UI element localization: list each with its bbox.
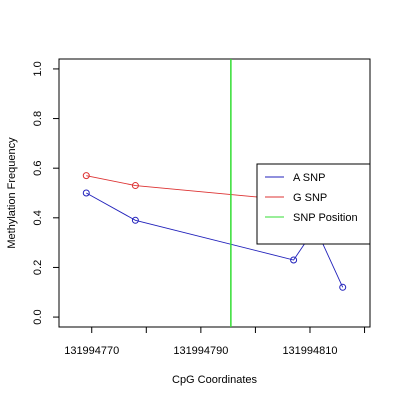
y-axis-label: Methylation Frequency: [6, 137, 18, 249]
y-axis: 0.0 0.2 0.4 0.6 0.8 1.0: [32, 61, 59, 325]
data-point-a-snp: [290, 256, 298, 264]
legend: A SNP G SNP SNP Position: [256, 163, 371, 245]
series-line-a-snp: [86, 192, 344, 288]
y-tick-label: 0.2: [32, 260, 44, 275]
x-tick-label: 131994790: [173, 345, 228, 357]
legend-label: A SNP: [293, 172, 325, 184]
series-line-g-snp: [86, 175, 294, 201]
x-tick-label: 131994770: [64, 345, 119, 357]
x-tick-label: 131994810: [282, 345, 337, 357]
data-point-g-snp: [82, 172, 90, 180]
chart-marks: [82, 59, 347, 327]
data-point-a-snp: [131, 216, 139, 224]
y-tick-label: 1.0: [32, 61, 44, 76]
y-tick-label: 0.0: [32, 309, 44, 324]
data-point-a-snp: [339, 283, 347, 291]
y-tick-label: 0.4: [32, 210, 44, 225]
legend-label: SNP Position: [293, 212, 358, 224]
y-tick-label: 0.6: [32, 161, 44, 176]
x-axis: 131994770 131994790 131994810: [64, 327, 366, 357]
legend-label: G SNP: [293, 192, 327, 204]
x-axis-label: CpG Coordinates: [172, 374, 257, 386]
data-point-a-snp: [82, 189, 90, 197]
y-tick-label: 0.8: [32, 111, 44, 126]
data-point-g-snp: [131, 182, 139, 190]
